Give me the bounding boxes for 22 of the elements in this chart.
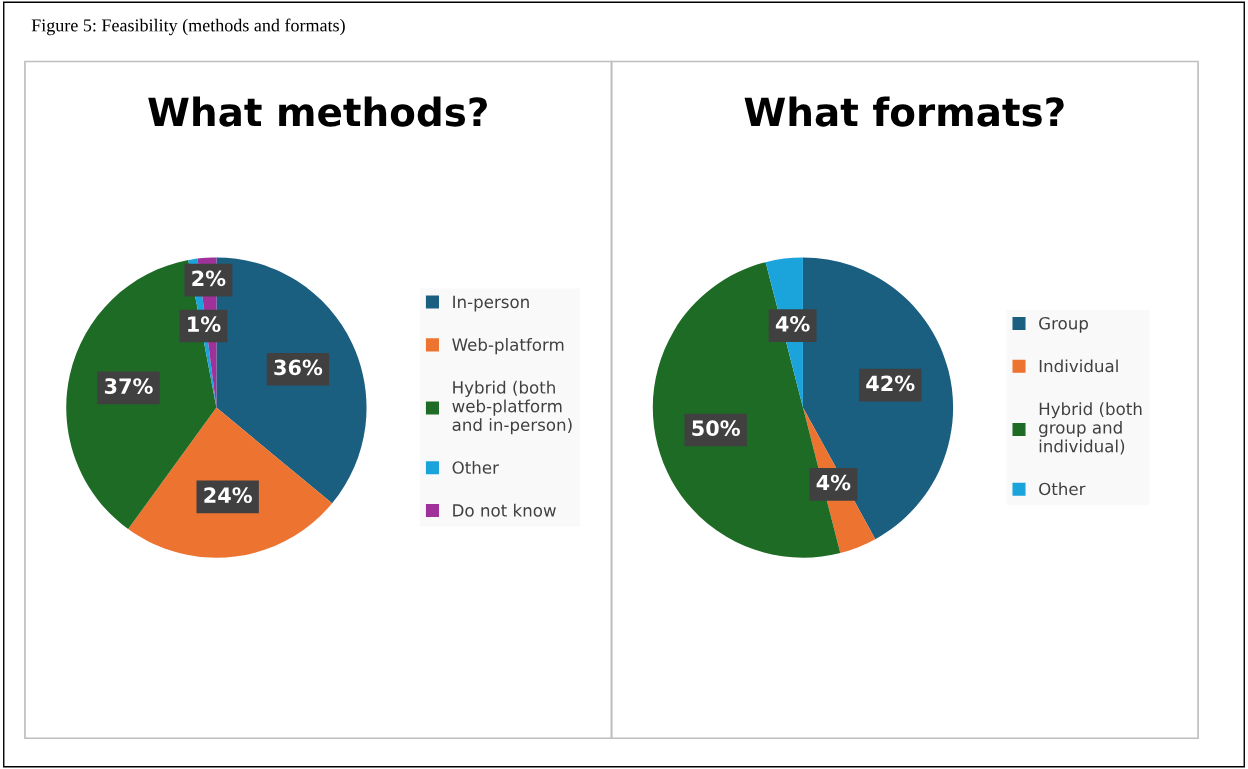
legend-label: Group bbox=[1039, 316, 1088, 333]
legend-label: Individual bbox=[1039, 359, 1118, 373]
legend-label: Hybrid (both group and individual) bbox=[1039, 402, 1142, 455]
data-label: 36% bbox=[274, 359, 323, 376]
data-label: 24% bbox=[204, 487, 252, 503]
legend-label: In-person bbox=[453, 295, 529, 312]
data-label: 4% bbox=[816, 474, 851, 491]
chart-title: What methods? bbox=[148, 96, 487, 127]
data-label: 4% bbox=[775, 315, 810, 332]
pie-slice bbox=[128, 407, 333, 558]
data-label: 50% bbox=[692, 420, 740, 437]
legend-label: Other bbox=[452, 460, 499, 474]
legend-label: Hybrid (both web-platform and in-person) bbox=[452, 380, 572, 435]
legend-label: Do not know bbox=[453, 503, 556, 517]
chart-title: What formats? bbox=[744, 96, 1064, 127]
data-label: 37% bbox=[104, 378, 153, 394]
data-label: 1% bbox=[188, 316, 221, 333]
legend-label: Web-platform bbox=[452, 338, 564, 355]
data-label: 2% bbox=[192, 270, 226, 287]
data-label: 42% bbox=[866, 375, 915, 392]
legend-label: Other bbox=[1039, 482, 1086, 496]
caption: Figure 5: Feasibility (methods and formats) bbox=[31, 18, 345, 36]
